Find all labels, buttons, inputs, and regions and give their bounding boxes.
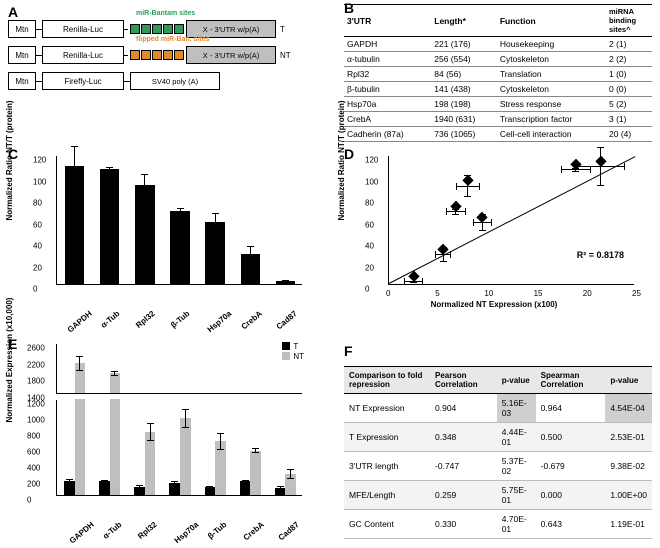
ytick: 40 bbox=[33, 242, 42, 251]
xtick: CrebA bbox=[240, 309, 264, 331]
tableF-row: MFE/Length0.2595.75E-010.0001.00E+00 bbox=[344, 481, 652, 510]
xtick: Cad87 bbox=[275, 309, 299, 331]
sites-label: flipped miR-Ban. sites bbox=[136, 36, 210, 43]
tableB-row: Rpl3284 (56)Translation1 (0) bbox=[344, 67, 652, 82]
construct-tag: T bbox=[280, 25, 285, 34]
panel-d-ylabel: Normalized Ratio NT/T (protein) bbox=[337, 101, 346, 221]
tableB-header: Function bbox=[497, 5, 606, 37]
xtick: α-Tub bbox=[99, 309, 121, 330]
construct-row: MtnRenilla-Lucflipped miR-Ban. sitesX - … bbox=[8, 46, 338, 64]
construct-row: Mtn Firefly-Luc SV40 poly (A) bbox=[8, 72, 338, 90]
tableB-row: CrebA1940 (631)Transcription factor3 (1) bbox=[344, 112, 652, 127]
tableF-header: Comparison to fold repression bbox=[344, 367, 430, 394]
panel-f-label: F bbox=[344, 343, 353, 359]
ytick: 20 bbox=[33, 263, 42, 272]
panel-c-ylabel: Normalized Ratio NT/T (protein) bbox=[5, 101, 14, 221]
ytick: 120 bbox=[33, 156, 46, 165]
tableF-row: NT Expression0.9045.16E-030.9644.54E-04 bbox=[344, 394, 652, 423]
xtick: Rpl32 bbox=[134, 309, 156, 330]
construct-tag: NT bbox=[280, 51, 291, 60]
panel-d-chart: Normalized Ratio NT/T (protein) 02040608… bbox=[344, 150, 644, 325]
panel-e-chart: Normalized Expression (x10,000) 14001800… bbox=[12, 340, 312, 540]
panel-c-chart: Normalized Ratio NT/T (protein) 02040608… bbox=[12, 150, 312, 325]
ytick: 60 bbox=[33, 220, 42, 229]
ytick: 80 bbox=[33, 199, 42, 208]
panel-f-table: Comparison to fold repressionPearson Cor… bbox=[344, 366, 652, 539]
xtick: Hsp70a bbox=[206, 309, 234, 334]
panel-b-table: 3'UTRLength*FunctionmiRNA binding sites^… bbox=[344, 4, 652, 142]
bar bbox=[205, 222, 224, 284]
utr-box: X - 3'UTR w/p(A) bbox=[186, 46, 276, 64]
r2-label: R² = 0.8178 bbox=[577, 250, 624, 260]
reporter-box: Renilla-Luc bbox=[42, 20, 124, 38]
tableB-row: Hsp70a198 (198)Stress response5 (2) bbox=[344, 97, 652, 112]
reporter-box: Renilla-Luc bbox=[42, 46, 124, 64]
tableB-header: miRNA binding sites^ bbox=[606, 5, 652, 37]
tableF-header: p-value bbox=[605, 367, 652, 394]
panel-a: MtnRenilla-LucmiR-Bantam sitesX - 3'UTR … bbox=[8, 20, 338, 98]
tableF-row: GC Content0.3304.70E-010.6431.19E-01 bbox=[344, 510, 652, 539]
mirna-sites bbox=[130, 50, 184, 60]
tableB-row: β-tubulin141 (438)Cytoskeleton0 (0) bbox=[344, 82, 652, 97]
ytick: 100 bbox=[33, 177, 46, 186]
tableF-row: T Expression0.3484.44E-010.5002.53E-01 bbox=[344, 423, 652, 452]
tableF-row: 3'UTR length-0.7475.37E-02-0.6799.38E-02 bbox=[344, 452, 652, 481]
xtick: GAPDH bbox=[65, 309, 93, 334]
tableB-header: Length* bbox=[431, 5, 497, 37]
panel-e-ylabel: Normalized Expression (x10,000) bbox=[5, 298, 14, 423]
tableF-header: Pearson Correlation bbox=[430, 367, 497, 394]
tableF-header: p-value bbox=[497, 367, 536, 394]
tableF-header: Spearman Correlation bbox=[536, 367, 606, 394]
promoter-box: Mtn bbox=[8, 46, 36, 64]
bar bbox=[135, 185, 154, 284]
utr-box: SV40 poly (A) bbox=[130, 72, 220, 90]
tableB-header: 3'UTR bbox=[344, 5, 431, 37]
promoter-box: Mtn bbox=[8, 72, 36, 90]
tableB-row: Cadherin (87a)736 (1065)Cell-cell intera… bbox=[344, 127, 652, 142]
panel-a-label: A bbox=[8, 4, 18, 20]
xtick: β-Tub bbox=[169, 309, 191, 330]
bar bbox=[170, 211, 189, 284]
sites-label: miR-Bantam sites bbox=[136, 10, 195, 17]
panel-d-xlabel: Normalized NT Expression (x100) bbox=[344, 300, 644, 309]
ytick: 0 bbox=[33, 285, 37, 294]
panel-e-legend: TNT bbox=[282, 342, 304, 362]
mirna-sites bbox=[130, 24, 184, 34]
tableB-row: α-tubulin256 (554)Cytoskeleton2 (2) bbox=[344, 52, 652, 67]
promoter-box: Mtn bbox=[8, 20, 36, 38]
reporter-box: Firefly-Luc bbox=[42, 72, 124, 90]
bar bbox=[100, 169, 119, 284]
tableB-row: GAPDH221 (176)Housekeeping2 (1) bbox=[344, 37, 652, 52]
